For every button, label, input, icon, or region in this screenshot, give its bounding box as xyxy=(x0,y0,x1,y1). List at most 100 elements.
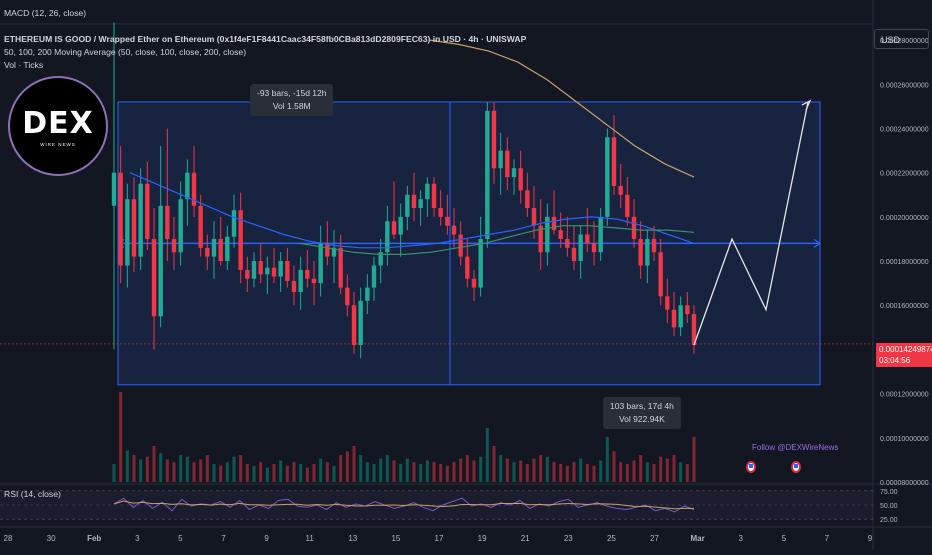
rsi-label: RSI (14, close) xyxy=(4,489,61,499)
candle-body xyxy=(571,247,577,262)
candle-body xyxy=(118,172,123,266)
ma100-line xyxy=(299,225,695,255)
candle-body xyxy=(371,265,377,288)
price-axis-label: 0.00028000000 xyxy=(880,38,929,45)
volume-bar xyxy=(632,460,636,482)
candle-body xyxy=(191,172,197,206)
candle-body xyxy=(545,216,550,253)
tooltip-bottom-bars: 103 bars, 17d 4h xyxy=(610,401,674,411)
volume-bar xyxy=(585,464,589,482)
price-axis-label: 0.00016000000 xyxy=(880,303,929,310)
candle-body xyxy=(185,172,190,200)
candle-body xyxy=(651,238,657,253)
currency-selector[interactable]: USD xyxy=(874,29,929,49)
volume-bar xyxy=(492,446,496,482)
time-axis-label: 7 xyxy=(221,534,226,543)
volume-bar xyxy=(579,458,583,482)
candle-body xyxy=(471,278,477,288)
volume-bar xyxy=(485,428,489,482)
price-axis-label: 0.00012000000 xyxy=(880,392,929,399)
candle-body xyxy=(205,247,210,257)
candle-body xyxy=(305,269,310,279)
candle-body xyxy=(251,261,257,279)
volume-bar xyxy=(625,464,629,482)
price-axis-label: 0.00020000000 xyxy=(880,215,929,222)
time-axis-label: 30 xyxy=(47,534,56,543)
candle-body xyxy=(658,252,663,297)
volume-bar xyxy=(505,458,509,482)
candle-body xyxy=(318,243,323,284)
volume-bar xyxy=(319,458,323,482)
candle-body xyxy=(171,238,177,253)
candle-body xyxy=(618,185,623,195)
candle-body xyxy=(411,194,417,209)
ma50-line xyxy=(129,172,695,249)
candle-body xyxy=(451,225,457,235)
volume-bar xyxy=(612,451,616,482)
candle-body xyxy=(351,305,357,346)
volume-bar xyxy=(225,462,229,482)
volume-bar xyxy=(412,462,416,482)
volume-bar xyxy=(559,464,563,482)
volume-bar xyxy=(325,462,329,482)
candle-body xyxy=(291,280,297,292)
volume-bar xyxy=(159,453,163,482)
candle-body xyxy=(258,261,263,275)
volume-bar xyxy=(185,456,189,482)
candle-body xyxy=(398,216,403,235)
chart-title: ETHEREUM IS GOOD / Wrapped Ether on Ethe… xyxy=(4,34,527,44)
price-axis-label: 0.00024000000 xyxy=(880,126,929,133)
tooltip-bottom-volume: Vol 922.94K xyxy=(618,414,665,424)
volume-bar xyxy=(445,465,449,482)
candle-body xyxy=(365,287,370,301)
volume-bar xyxy=(439,464,443,482)
volume-bar xyxy=(165,459,169,482)
candle-body xyxy=(465,256,470,279)
candle-body xyxy=(358,300,363,346)
candle-body xyxy=(678,305,683,328)
volume-bar xyxy=(532,458,536,482)
candle-body xyxy=(591,243,597,253)
volume-bar xyxy=(145,456,149,482)
macd-label: MACD (12, 26, close) xyxy=(4,8,87,18)
tooltip-top-bars: -93 bars, -15d 12h xyxy=(257,88,327,98)
candle-body xyxy=(385,221,390,253)
candle-body xyxy=(111,172,117,206)
rsi-ma-line xyxy=(113,500,694,510)
candle-body xyxy=(151,238,157,317)
volume-bar xyxy=(252,465,256,482)
volume-bar xyxy=(132,455,136,482)
candle-body xyxy=(345,287,350,306)
volume-bar xyxy=(259,462,263,482)
volume-bar xyxy=(352,446,356,482)
volume-bar xyxy=(205,455,209,482)
rsi-axis-label: 25.00 xyxy=(880,517,898,524)
candle-body xyxy=(245,269,250,279)
follow-text: Follow @DEXWireNews xyxy=(752,443,839,452)
volume-bar xyxy=(465,455,469,482)
volume-bar xyxy=(512,462,516,482)
candle-body xyxy=(231,210,237,237)
candle-body xyxy=(338,247,343,288)
volume-bar xyxy=(112,464,116,482)
candle-body xyxy=(511,168,517,178)
volume-bar xyxy=(472,460,476,482)
time-axis-label: 9 xyxy=(264,534,269,543)
volume-bar xyxy=(665,458,669,482)
candle-body xyxy=(391,221,397,235)
volume-bar xyxy=(452,462,456,482)
price-axis-label: 0.00008000000 xyxy=(880,480,929,487)
candle-body xyxy=(525,190,530,209)
rsi-axis-label: 75.00 xyxy=(880,489,898,496)
candle-body xyxy=(218,238,223,262)
volume-bar xyxy=(212,464,216,482)
volume-bar xyxy=(405,458,409,482)
candle-body xyxy=(198,205,203,248)
time-axis-label: Feb xyxy=(87,534,101,543)
candle-body xyxy=(405,194,410,217)
volume-bar xyxy=(365,462,369,482)
candle-body xyxy=(325,243,330,257)
bar-countdown: 03:04:56 xyxy=(879,356,911,365)
time-axis-label: 27 xyxy=(650,534,659,543)
